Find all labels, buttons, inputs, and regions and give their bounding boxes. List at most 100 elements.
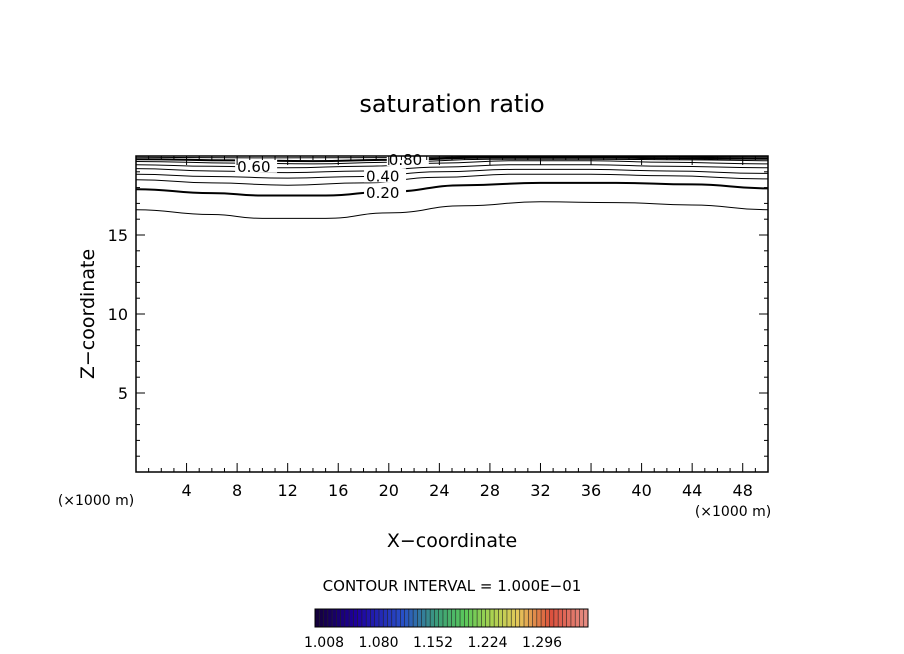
colorbar-swatch — [374, 609, 380, 627]
colorbar-swatch — [575, 609, 580, 627]
contour-line-0-2 — [135, 181, 769, 197]
colorbar-label: 1.080 — [358, 635, 398, 651]
colorbar-swatch — [570, 609, 576, 627]
colorbar-swatch — [315, 609, 320, 627]
x-tick-label: 44 — [682, 481, 702, 500]
colorbar-swatch — [536, 609, 542, 627]
x-axis-unit-right: (×1000 m) — [695, 504, 771, 520]
x-tick-label: 12 — [278, 481, 298, 500]
colorbar-label: 1.224 — [467, 635, 507, 651]
contour-label-bg — [364, 168, 407, 183]
x-tick-label: 40 — [631, 481, 651, 500]
colorbar-swatch — [498, 609, 503, 627]
colorbar-swatch — [455, 609, 461, 627]
contour-line-0-1 — [135, 201, 769, 219]
colorbar-labels: 1.008 1.080 1.152 1.224 1.296 — [304, 635, 562, 651]
colorbar-swatch — [558, 609, 563, 627]
contour-label-bg — [364, 184, 407, 199]
x-tick-label: 4 — [181, 481, 191, 500]
colorbar-swatch — [472, 609, 478, 627]
colorbar-swatch — [519, 609, 525, 627]
colorbar-swatch — [340, 609, 346, 627]
colorbar-swatch — [464, 609, 469, 627]
colorbar-swatch — [528, 609, 533, 627]
colorbar-swatch — [413, 609, 418, 627]
colorbar-swatch — [579, 609, 585, 627]
colorbar-swatch — [524, 609, 529, 627]
contour-labels: 0.200.40 0.60 0.80 — [235, 151, 429, 202]
colorbar-swatch — [391, 609, 397, 627]
colorbar-swatch — [361, 609, 367, 627]
colorbar-swatch — [481, 609, 486, 627]
colorbar-swatch — [502, 609, 508, 627]
x-tick-label: 24 — [429, 481, 449, 500]
colorbar-swatch — [515, 609, 521, 627]
colorbar-swatch — [357, 609, 363, 627]
colorbar-swatch — [562, 609, 567, 627]
colorbar-swatch — [366, 609, 371, 627]
colorbar-swatch — [353, 609, 358, 627]
colorbar-swatch — [430, 609, 435, 627]
colorbar-swatch — [566, 609, 572, 627]
colorbar-swatch — [545, 609, 550, 627]
colorbar-swatch — [396, 609, 401, 627]
colorbar-label: 1.008 — [304, 635, 344, 651]
colorbar-swatch — [468, 609, 474, 627]
colorbar-swatch — [319, 609, 324, 627]
colorbar-swatch — [323, 609, 329, 627]
contour-label: 0.60 — [237, 158, 270, 176]
colorbar-swatch — [451, 609, 457, 627]
colorbar-swatch — [434, 609, 440, 627]
x-tick-label: 28 — [480, 481, 500, 500]
plot-frame — [135, 155, 769, 473]
colorbar-swatch — [400, 609, 405, 627]
colorbar-label: 1.152 — [413, 635, 453, 651]
colorbar-swatch — [349, 609, 354, 627]
contour-line-0-3 — [135, 173, 769, 186]
colorbar-swatch — [327, 609, 333, 627]
colorbar-swatch — [383, 609, 388, 627]
colorbar-swatch — [442, 609, 448, 627]
colorbar-swatch — [425, 609, 431, 627]
contour-label: 0.20 — [366, 184, 399, 202]
y-axis-label: Z−coordinate — [77, 249, 99, 379]
colorbar-swatch — [336, 609, 341, 627]
x-tick-label: 8 — [232, 481, 242, 500]
colorbar-swatch — [460, 609, 465, 627]
colorbar-swatch — [408, 609, 414, 627]
x-axis-ticks: 4 8 12 16 20 24 28 32 36 40 44 48 — [148, 156, 756, 500]
contour-lines — [135, 156, 769, 219]
colorbar-swatch — [506, 609, 512, 627]
colorbar-swatch — [532, 609, 538, 627]
chart-title: saturation ratio — [359, 90, 544, 118]
colorbar-frame — [314, 608, 589, 628]
colorbar-label: 1.296 — [522, 635, 562, 651]
x-tick-label: 48 — [733, 481, 753, 500]
x-tick-label: 16 — [328, 481, 348, 500]
colorbar-swatch — [438, 609, 444, 627]
x-tick-label: 32 — [530, 481, 550, 500]
colorbar-swatch — [549, 609, 555, 627]
contour-interval-text: CONTOUR INTERVAL = 1.000E−01 — [323, 577, 582, 595]
y-tick-label: 15 — [108, 226, 128, 245]
colorbar-swatch — [447, 609, 452, 627]
colorbar-swatch — [417, 609, 422, 627]
contour-label: 0.40 — [366, 167, 399, 185]
colorbar-swatch — [387, 609, 393, 627]
contour-line-0-4 — [135, 168, 769, 179]
colorbar-swatch — [541, 609, 546, 627]
colorbar-swatch — [489, 609, 495, 627]
y-tick-label: 10 — [108, 305, 128, 324]
colorbar — [314, 609, 589, 627]
colorbar-swatch — [344, 609, 350, 627]
contour-label: 0.80 — [389, 151, 422, 169]
colorbar-swatch — [332, 609, 337, 627]
colorbar-swatch — [583, 609, 589, 627]
x-axis-unit-left: (×1000 m) — [58, 493, 134, 509]
colorbar-swatch — [421, 609, 427, 627]
colorbar-swatch — [485, 609, 491, 627]
y-axis-ticks: 5 10 15 — [108, 171, 768, 457]
x-axis-label: X−coordinate — [387, 530, 517, 552]
colorbar-swatch — [494, 609, 499, 627]
colorbar-swatch — [553, 609, 559, 627]
